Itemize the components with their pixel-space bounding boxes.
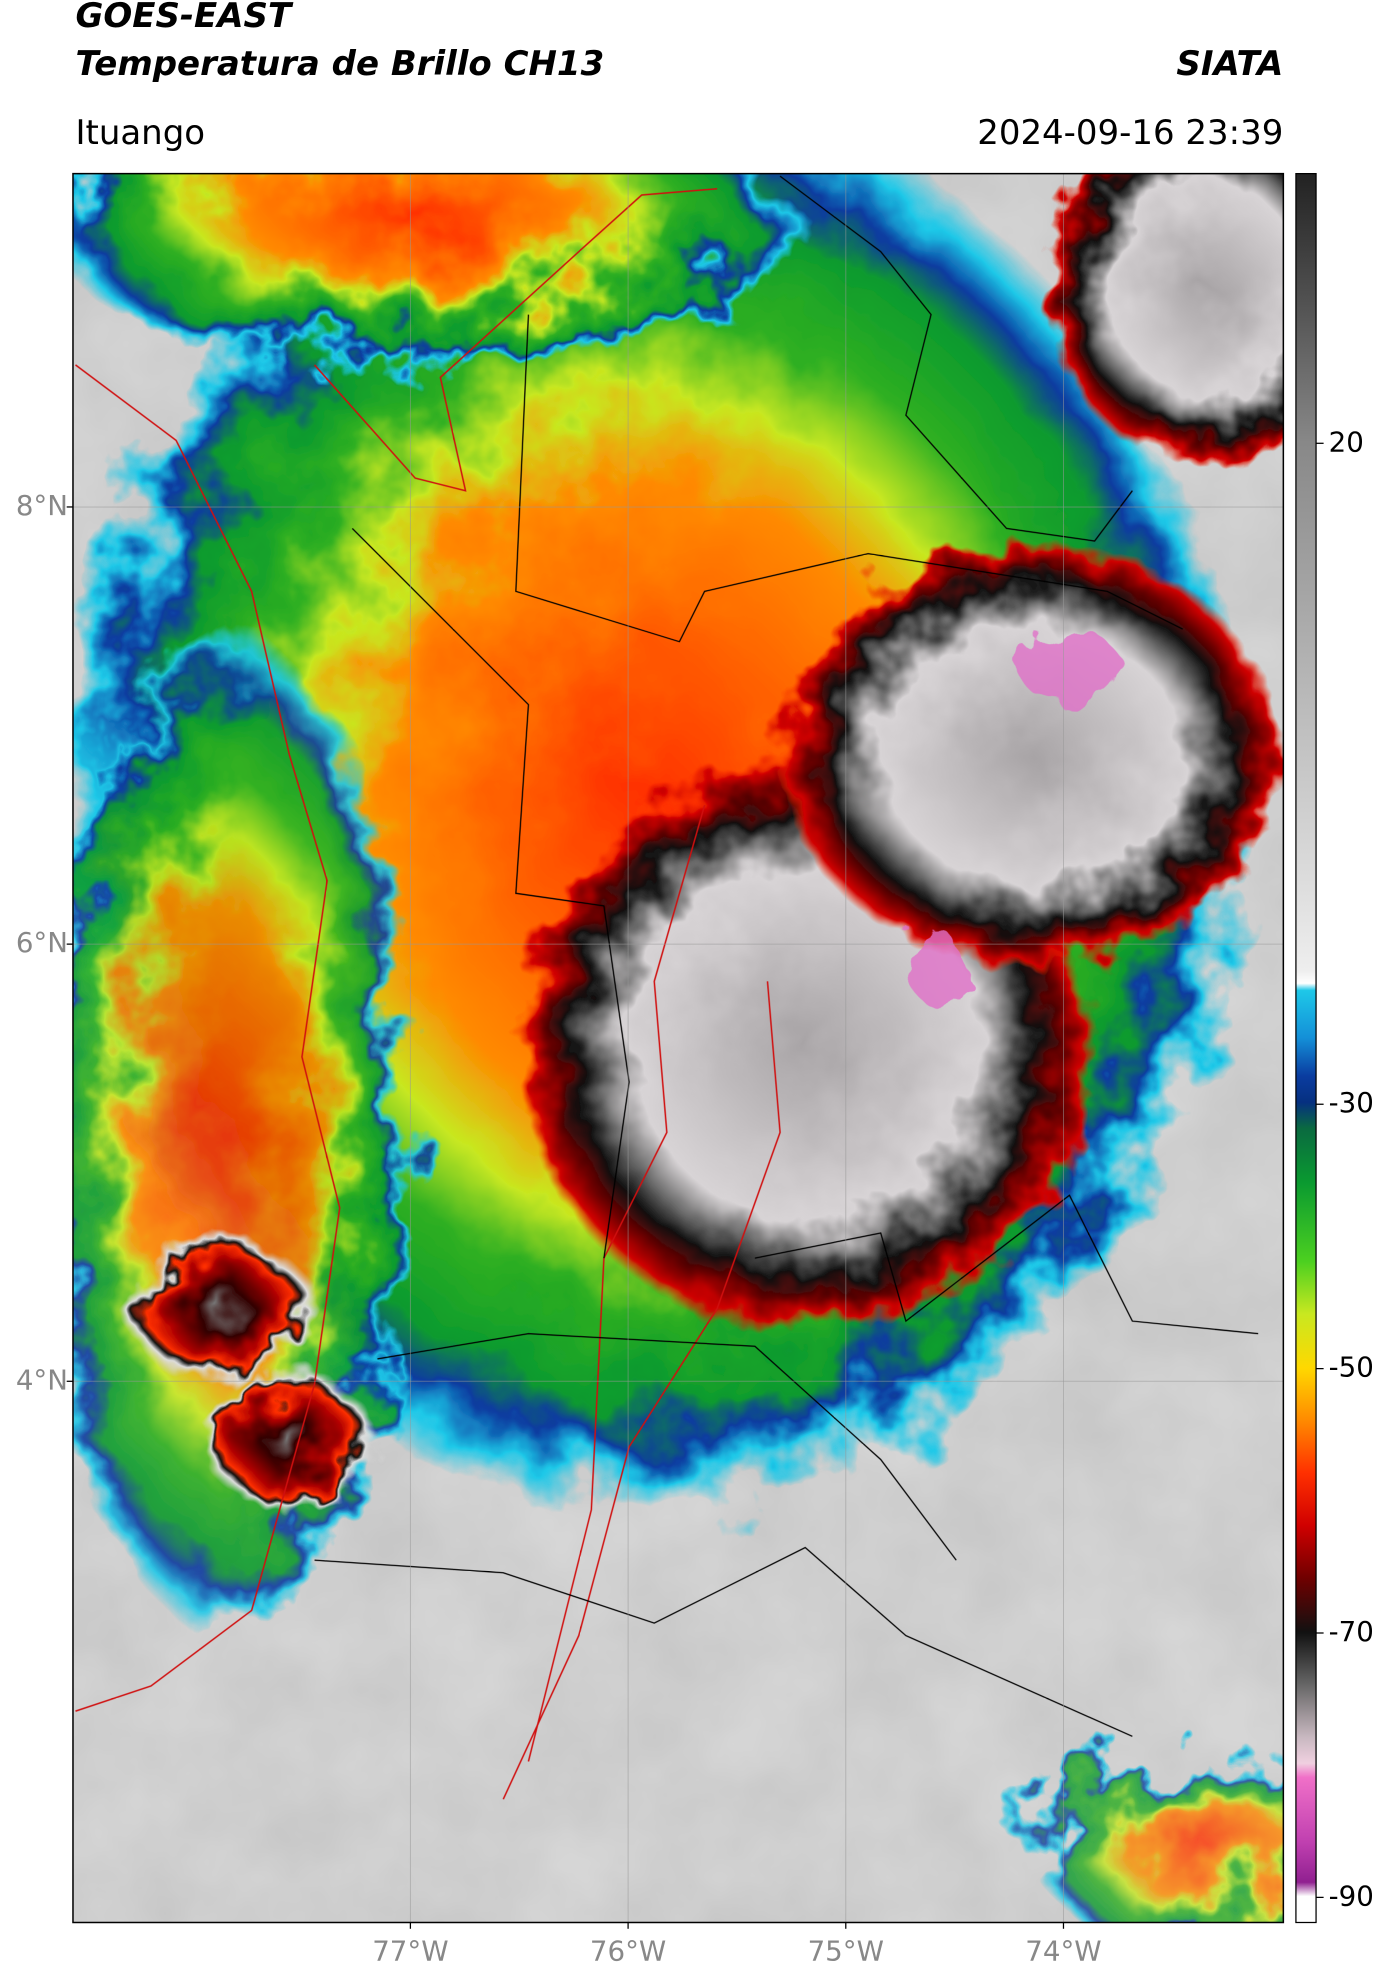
colorbar-ticks: 20 -30 -50 -70 -90 bbox=[1316, 425, 1374, 1912]
colorbar-tick-label: 20 bbox=[1329, 425, 1364, 458]
lat-tick-label: 4°N bbox=[16, 1363, 68, 1396]
source: SIATA bbox=[1176, 44, 1283, 84]
colorbar-tick-label: -50 bbox=[1329, 1351, 1374, 1384]
lon-tick-label: 75°W bbox=[808, 1935, 884, 1968]
satellite-image bbox=[72, 173, 1284, 1923]
colorbar-tick-label: -90 bbox=[1329, 1879, 1374, 1912]
lat-tick-label: 8°N bbox=[16, 489, 68, 522]
map-frame bbox=[72, 172, 1285, 1924]
lat-tick-label: 6°N bbox=[16, 926, 68, 959]
location: Ituango bbox=[75, 113, 205, 153]
graticule: 8°N 6°N 4°N 77°W 76°W 75°W 74°W bbox=[16, 173, 1284, 1968]
colorbar-tick-label: -30 bbox=[1329, 1086, 1374, 1119]
lon-tick-label: 74°W bbox=[1025, 1935, 1101, 1968]
timestamp: 2024-09-16 23:39 bbox=[977, 113, 1283, 153]
title: GOES-EAST bbox=[75, 0, 293, 36]
subtitle: Temperatura de Brillo CH13 bbox=[75, 44, 604, 84]
lon-tick-label: 77°W bbox=[372, 1935, 448, 1968]
colorbar-tick-label: -70 bbox=[1329, 1615, 1374, 1648]
colorbar bbox=[1295, 172, 1317, 1924]
lon-tick-label: 76°W bbox=[590, 1935, 666, 1968]
